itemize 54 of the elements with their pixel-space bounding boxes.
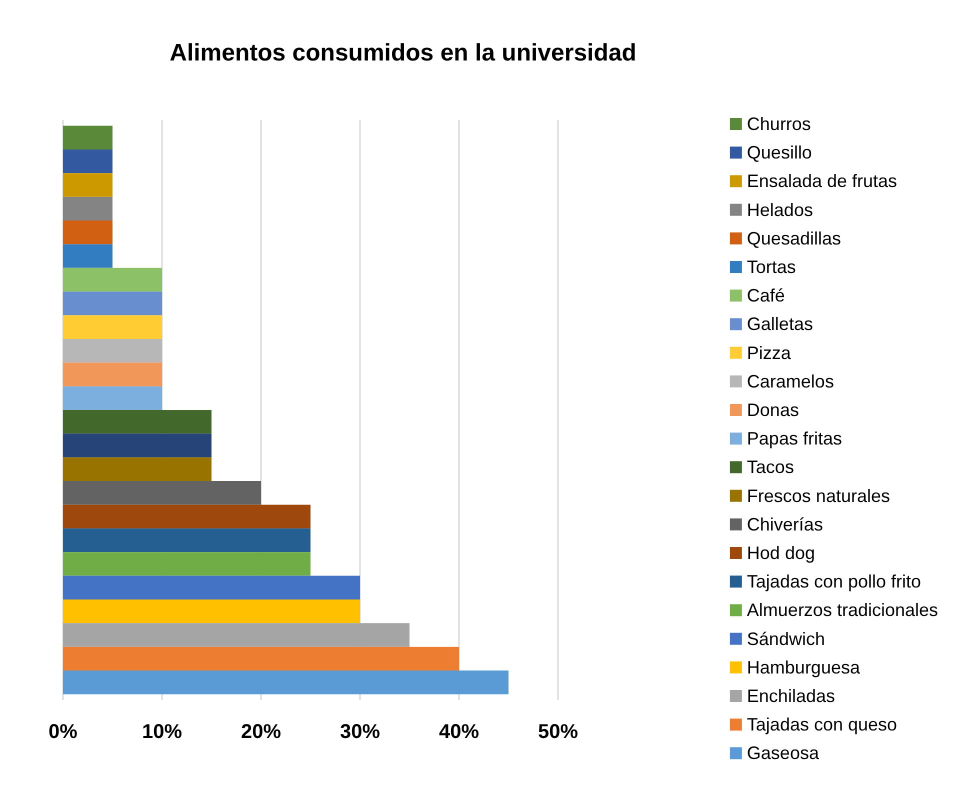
bar <box>63 528 310 552</box>
chart-title: Alimentos consumidos en la universidad <box>170 40 636 66</box>
legend-label: Caramelos <box>746 371 834 392</box>
x-tick-label: 30% <box>340 721 380 743</box>
bar <box>63 362 162 386</box>
legend-label: Chiverías <box>746 514 823 534</box>
legend-label: Tajadas con pollo frito <box>746 572 922 592</box>
legend-label: Quesadillas <box>746 228 841 248</box>
bar <box>63 126 112 150</box>
bar <box>63 386 162 410</box>
legend-label: Ensalada de frutas <box>746 171 898 192</box>
legend-label: Tortas <box>746 257 796 277</box>
legend-label: Tacos <box>746 457 794 478</box>
bar <box>63 196 112 221</box>
bar <box>63 504 310 528</box>
bar <box>63 268 162 292</box>
x-tick-label: 10% <box>142 721 182 743</box>
bar <box>63 457 212 482</box>
bar <box>63 173 112 197</box>
x-tick-label: 50% <box>538 721 578 743</box>
bar <box>63 315 162 339</box>
legend-label: Helados <box>746 200 813 220</box>
bar <box>63 149 112 174</box>
bar <box>63 670 508 694</box>
bar <box>63 599 360 624</box>
legend-label: Quesillo <box>746 142 812 163</box>
legend-label: Sándwich <box>746 628 825 649</box>
legend-label: Donas <box>746 400 799 420</box>
bar <box>63 552 310 576</box>
bar <box>63 623 410 647</box>
legend-label: Almuerzos tradicionales <box>746 600 938 620</box>
legend-label: Café <box>746 286 785 306</box>
bar <box>63 646 459 671</box>
x-tick-label: 0% <box>48 721 78 743</box>
x-tick-label: 20% <box>240 721 282 743</box>
bar <box>63 576 360 600</box>
legend-label: Churros <box>746 114 811 134</box>
bar <box>63 338 162 363</box>
x-tick-label: 40% <box>438 721 480 743</box>
bar <box>63 292 162 316</box>
legend-label: Galletas <box>746 314 813 334</box>
legend-label: Hod dog <box>746 543 815 563</box>
legend-label: Papas fritas <box>746 428 842 449</box>
bar <box>63 434 212 458</box>
legend-label: Tajadas con queso <box>746 714 898 735</box>
legend-label: Hamburguesa <box>746 657 861 678</box>
bar <box>63 410 212 434</box>
legend-label: Enchiladas <box>746 686 835 706</box>
bar <box>63 220 112 244</box>
legend-label: Gaseosa <box>746 743 820 764</box>
legend-label: Frescos naturales <box>746 486 890 506</box>
legend-label: Pizza <box>746 342 792 363</box>
bar <box>63 244 112 268</box>
bar <box>63 481 261 505</box>
